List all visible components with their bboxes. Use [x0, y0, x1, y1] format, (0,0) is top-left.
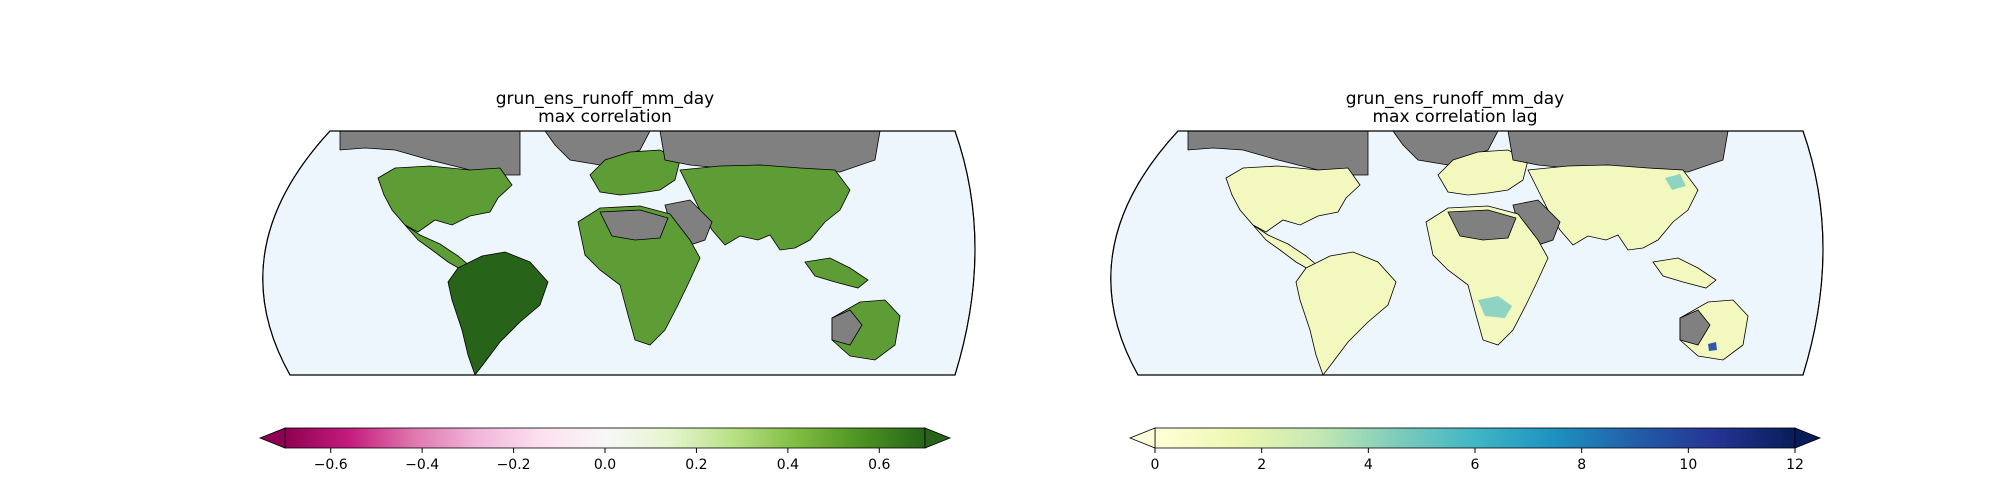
colorbar-tick-label: −0.4 [405, 457, 439, 473]
map-max-correlation-lag [1110, 130, 1824, 376]
colorbar-tick-label: 0.6 [868, 457, 890, 473]
colorbar-extend-low [258, 427, 286, 449]
panel-subtitle: max correlation lag [1373, 107, 1538, 127]
colorbar-tick-label: 2 [1257, 457, 1266, 473]
panel-title: grun_ens_runoff_mm_day [496, 89, 714, 109]
panel-max-correlation-lag: grun_ens_runoff_mm_day max correlation l… [1110, 89, 1824, 473]
colorbar-tick-label: 6 [1471, 457, 1480, 473]
land-north-america-masked [1187, 131, 1369, 176]
colorbar-tick-label: 4 [1364, 457, 1373, 473]
land-asia [1527, 164, 1699, 251]
panel-max-correlation: grun_ens_runoff_mm_day max correlation [258, 89, 976, 473]
land-africa [577, 205, 701, 346]
land-north-america [1225, 165, 1361, 233]
land-europe [1437, 149, 1529, 196]
land-se-asia [1652, 257, 1717, 289]
land-australia-masked [831, 309, 863, 346]
land-south-america [1295, 251, 1397, 375]
colorbar-tick-label: −0.6 [314, 457, 348, 473]
colorbar-max-correlation: −0.6 −0.4 −0.2 0.0 0.2 0.4 0.6 [258, 427, 952, 473]
colorbar-gradient [1154, 427, 1796, 449]
colorbar-tick-label: 0.0 [594, 457, 616, 473]
land-africa [1425, 205, 1549, 346]
land-australia-blue-patch [1708, 342, 1717, 351]
colorbar-tick-label: 0 [1151, 457, 1160, 473]
land-africa-teal-patch [1478, 296, 1512, 318]
colorbar-tick-label: −0.2 [497, 457, 531, 473]
land-south-america [447, 251, 549, 375]
colorbar-extend-high [1794, 427, 1822, 449]
colorbar-tick-label: 0.2 [685, 457, 707, 473]
colorbar-gradient [284, 427, 926, 449]
panel-subtitle: max correlation [538, 107, 672, 127]
colorbar-tick-label: 10 [1679, 457, 1697, 473]
land-se-asia [804, 257, 869, 289]
land-north-america [377, 165, 513, 233]
panel-title: grun_ens_runoff_mm_day [1346, 89, 1564, 109]
land-sahara-masked [1447, 209, 1517, 241]
land-australia-masked [1679, 309, 1711, 346]
land-asia [679, 164, 851, 251]
colorbar-extend-high [924, 427, 952, 449]
map-max-correlation [262, 130, 976, 376]
land-sahara-masked [599, 209, 669, 241]
colorbar-extend-low [1128, 427, 1156, 449]
colorbar-tick-label: 12 [1786, 457, 1804, 473]
colorbar-tick-label: 8 [1577, 457, 1586, 473]
land-north-america-masked [339, 131, 521, 176]
colorbar-tick-label: 0.4 [777, 457, 799, 473]
colorbar-max-correlation-lag: 0 2 4 6 8 10 12 [1128, 427, 1822, 473]
map-frame [1110, 130, 1824, 376]
map-frame [262, 130, 976, 376]
land-europe [589, 149, 681, 196]
land-asia-teal-patch [1665, 174, 1686, 190]
